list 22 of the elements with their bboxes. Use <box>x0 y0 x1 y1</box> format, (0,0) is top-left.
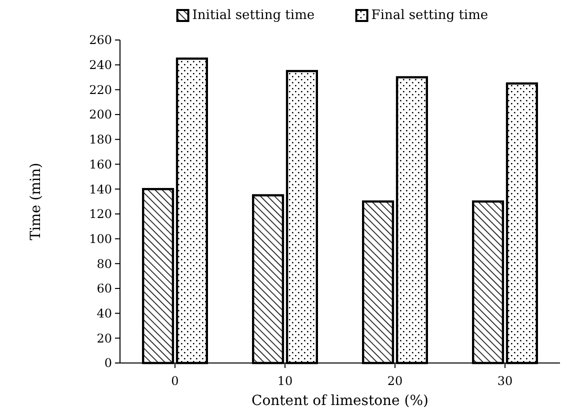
x-axis-title: Content of limestone (%) <box>252 393 428 409</box>
y-tick-label: 120 <box>89 207 112 222</box>
y-tick-label: 20 <box>96 331 112 346</box>
y-tick-label: 200 <box>89 108 112 122</box>
legend-label: Final setting time <box>371 8 488 23</box>
y-tick-label: 180 <box>89 132 112 147</box>
y-tick-label: 80 <box>96 256 112 271</box>
x-tick-label: 20 <box>387 374 403 388</box>
y-tick-label: 140 <box>89 182 112 196</box>
y-tick-label: 220 <box>89 82 112 97</box>
y-tick-label: 0 <box>104 356 112 370</box>
x-tick-label: 10 <box>277 374 293 388</box>
y-tick-label: 240 <box>89 58 112 72</box>
y-tick-label: 260 <box>89 33 112 48</box>
y-tick-label: 100 <box>89 232 112 246</box>
y-tick-label: 60 <box>96 282 112 296</box>
y-axis-title: Time (min) <box>28 162 44 240</box>
legend-label: Initial setting time <box>192 8 315 23</box>
x-tick-label: 30 <box>497 374 513 388</box>
x-tick-label: 0 <box>171 374 179 388</box>
y-tick-label: 160 <box>89 157 112 172</box>
y-tick-label: 40 <box>96 306 112 321</box>
